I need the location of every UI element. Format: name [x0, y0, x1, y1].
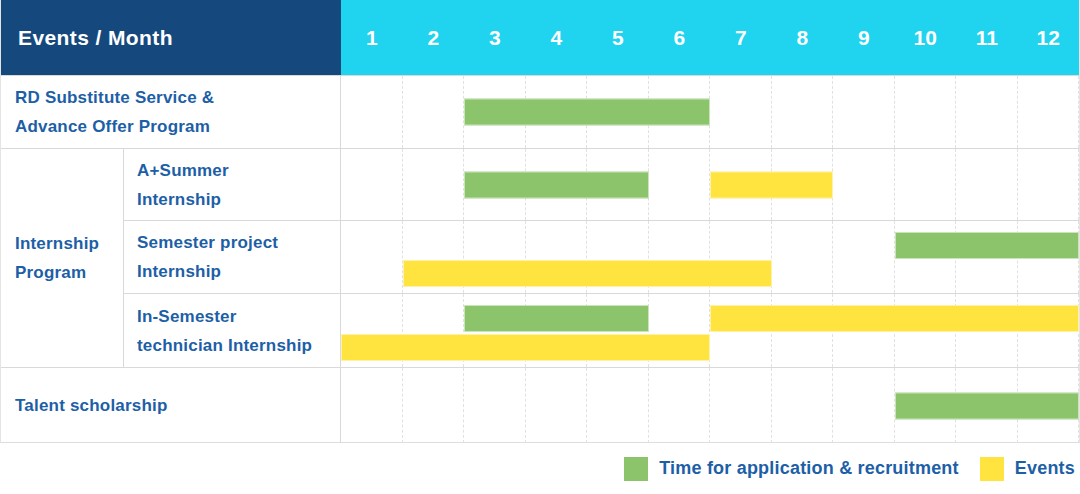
chart-row	[341, 220, 1079, 293]
month-header-cell: 3	[464, 0, 526, 75]
month-grid-cell	[895, 149, 957, 220]
page-root: Events / Month123456789101112RD Substitu…	[0, 0, 1080, 494]
legend-item: Time for application & recruitment	[624, 457, 959, 481]
month-header-cell: 11	[956, 0, 1018, 75]
row-label: In-Semester technician Internship	[124, 293, 341, 367]
month-header-cell: 2	[403, 0, 465, 75]
yellow-gantt-bar	[403, 260, 772, 287]
month-grid-cell	[341, 221, 403, 293]
green-gantt-bar	[895, 232, 1080, 259]
yellow-gantt-bar	[341, 334, 710, 361]
month-header-cell: 7	[710, 0, 772, 75]
chart-row	[341, 75, 1079, 148]
month-header-cell: 10	[895, 0, 957, 75]
month-grid-cell	[1018, 149, 1080, 220]
month-header-cell: 8	[772, 0, 834, 75]
month-grid-cell	[833, 368, 895, 443]
yellow-gantt-bar	[710, 305, 1079, 332]
month-header-cell: 1	[341, 0, 403, 75]
yellow-legend-swatch	[980, 457, 1004, 481]
month-header-cell: 6	[649, 0, 711, 75]
month-grid-cell	[772, 221, 834, 293]
month-grid-cell	[341, 368, 403, 443]
month-grid-cell	[833, 76, 895, 148]
row-group-label: Internship Program	[1, 148, 124, 367]
month-grid-cell	[895, 76, 957, 148]
month-grid-cell	[833, 221, 895, 293]
green-gantt-bar	[895, 392, 1080, 419]
month-header-cell: 5	[587, 0, 649, 75]
month-grid-cell	[403, 76, 465, 148]
green-gantt-bar	[464, 171, 649, 198]
month-grid-cell	[710, 76, 772, 148]
month-grid-cell	[341, 149, 403, 220]
month-grid-cell	[772, 76, 834, 148]
green-legend-swatch	[624, 457, 648, 481]
month-grid-cell	[956, 76, 1018, 148]
legend-label: Events	[1015, 458, 1075, 479]
legend-label: Time for application & recruitment	[659, 458, 959, 479]
month-grid-cell	[403, 149, 465, 220]
month-grid-cell	[341, 76, 403, 148]
month-grid-cell	[1018, 76, 1080, 148]
month-header-cell: 9	[833, 0, 895, 75]
month-grid-cell	[710, 368, 772, 443]
chart-row	[341, 148, 1079, 220]
row-label: Semester project Internship	[124, 220, 341, 293]
month-grid-cell	[833, 149, 895, 220]
chart-row	[341, 293, 1079, 367]
month-grid-cell	[772, 368, 834, 443]
chart-row	[341, 367, 1079, 443]
green-gantt-bar	[464, 99, 710, 126]
legend: Time for application & recruitment Events	[0, 443, 1080, 494]
row-label: RD Substitute Service & Advance Offer Pr…	[1, 75, 341, 148]
month-grid-cell	[956, 149, 1018, 220]
month-grid-cell	[587, 368, 649, 443]
month-grid-cell	[403, 368, 465, 443]
month-grid-cell	[464, 368, 526, 443]
month-header-cell: 12	[1018, 0, 1080, 75]
green-gantt-bar	[464, 305, 649, 332]
month-grid-cell	[526, 368, 588, 443]
month-grid-cell	[649, 368, 711, 443]
events-month-header: Events / Month	[1, 0, 341, 75]
yellow-gantt-bar	[710, 171, 833, 198]
month-header-cell: 4	[526, 0, 588, 75]
month-grid-cell	[649, 149, 711, 220]
row-label: Talent scholarship	[1, 367, 341, 443]
legend-item: Events	[980, 457, 1075, 481]
gantt-table: Events / Month123456789101112RD Substitu…	[0, 0, 1080, 443]
row-label: A+Summer Internship	[124, 148, 341, 220]
